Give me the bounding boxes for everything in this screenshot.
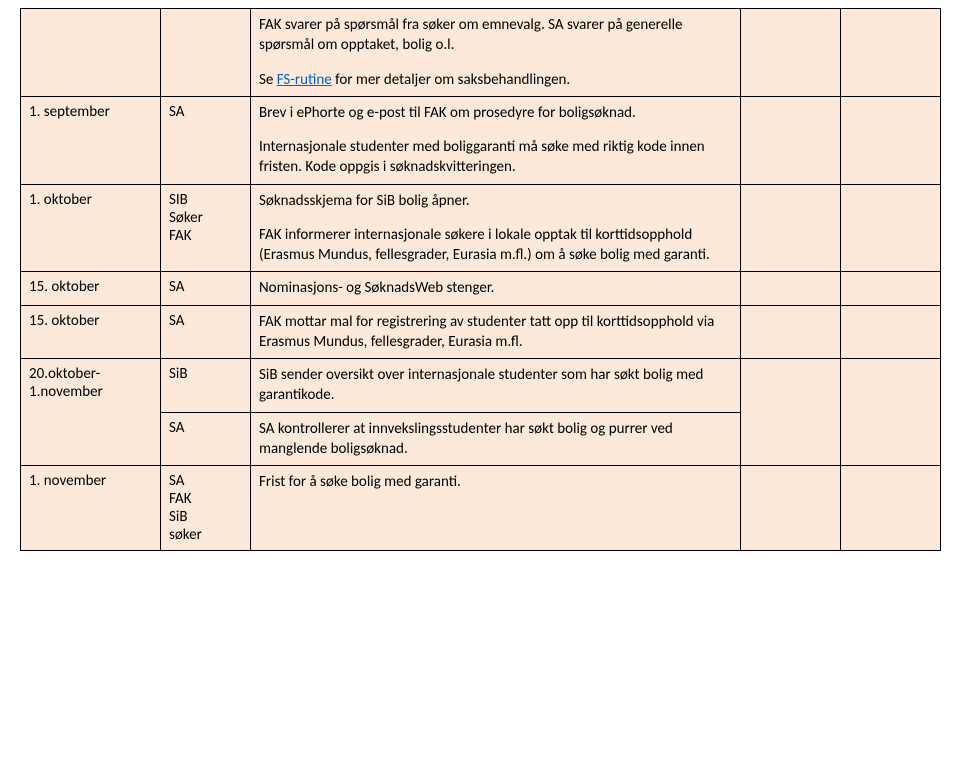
extra-cell-1 [741,466,841,551]
date-cell: 15. oktober [21,305,161,359]
actor-cell [161,9,251,97]
description-cell: FAK mottar mal for registrering av stude… [251,305,741,359]
extra-cell-1 [741,9,841,97]
description-cell: Nominasjons- og SøknadsWeb stenger. [251,272,741,305]
extra-cell-1 [741,305,841,359]
extra-cell-2 [841,96,941,184]
description-cell: Brev i ePhorte og e-post til FAK om pros… [251,96,741,184]
date-cell: 1. september [21,96,161,184]
actor-cell: SA [161,412,251,466]
paragraph: Nominasjons- og SøknadsWeb stenger. [259,278,732,298]
paragraph: Søknadsskjema for SiB bolig åpner. [259,191,732,211]
actor-cell: SA [161,272,251,305]
table-row: 1. septemberSA Brev i ePhorte og e-post t… [21,96,941,184]
paragraph: Se FS-rutine for mer detaljer om saksbeh… [259,70,732,90]
date-cell: 20.oktober-1.november [21,359,161,466]
description-cell: SA kontrollerer at innvekslingsstudenter… [251,412,741,466]
fs-rutine-link[interactable]: FS-rutine [277,71,332,89]
actor-cell: SIBSøkerFAK [161,184,251,272]
paragraph: SiB sender oversikt over internasjonale … [259,365,732,406]
table-row: FAK svarer på spørsmål fra søker om emne… [21,9,941,97]
date-cell: 1. oktober [21,184,161,272]
date-cell: 1. november [21,466,161,551]
actor-cell: SAFAKSiBsøker [161,466,251,551]
extra-cell-2 [841,184,941,272]
description-cell: SiB sender oversikt over internasjonale … [251,359,741,413]
paragraph: Brev i ePhorte og e-post til FAK om pros… [259,103,732,123]
extra-cell-2 [841,359,941,466]
paragraph: FAK mottar mal for registrering av stude… [259,312,732,353]
description-cell: Søknadsskjema for SiB bolig åpner. FAK in… [251,184,741,272]
actor-cell: SA [161,96,251,184]
paragraph: Internasjonale studenter med boliggarant… [259,137,732,178]
table-row: 15. oktoberSAFAK mottar mal for registre… [21,305,941,359]
paragraph: SA kontrollerer at innvekslingsstudenter… [259,419,732,460]
extra-cell-2 [841,272,941,305]
table-row: 20.oktober-1.novemberSiBSiB sender overs… [21,359,941,413]
paragraph: FAK svarer på spørsmål fra søker om emne… [259,15,732,56]
paragraph: FAK informerer internasjonale søkere i l… [259,225,732,266]
extra-cell-2 [841,9,941,97]
extra-cell-2 [841,305,941,359]
actor-cell: SiB [161,359,251,413]
extra-cell-1 [741,96,841,184]
description-cell: Frist for å søke bolig med garanti. [251,466,741,551]
table-row: 1. novemberSAFAKSiBsøker Frist for å søke… [21,466,941,551]
paragraph: Frist for å søke bolig med garanti. [259,472,732,492]
description-cell: FAK svarer på spørsmål fra søker om emne… [251,9,741,97]
extra-cell-1 [741,359,841,466]
table-row: 1. oktoberSIBSøkerFAKSøknadsskjema for S… [21,184,941,272]
date-cell: 15. oktober [21,272,161,305]
extra-cell-2 [841,466,941,551]
date-cell [21,9,161,97]
extra-cell-1 [741,184,841,272]
schedule-table: FAK svarer på spørsmål fra søker om emne… [20,8,941,551]
actor-cell: SA [161,305,251,359]
table-row: 15. oktoberSA Nominasjons- og SøknadsWeb … [21,272,941,305]
extra-cell-1 [741,272,841,305]
